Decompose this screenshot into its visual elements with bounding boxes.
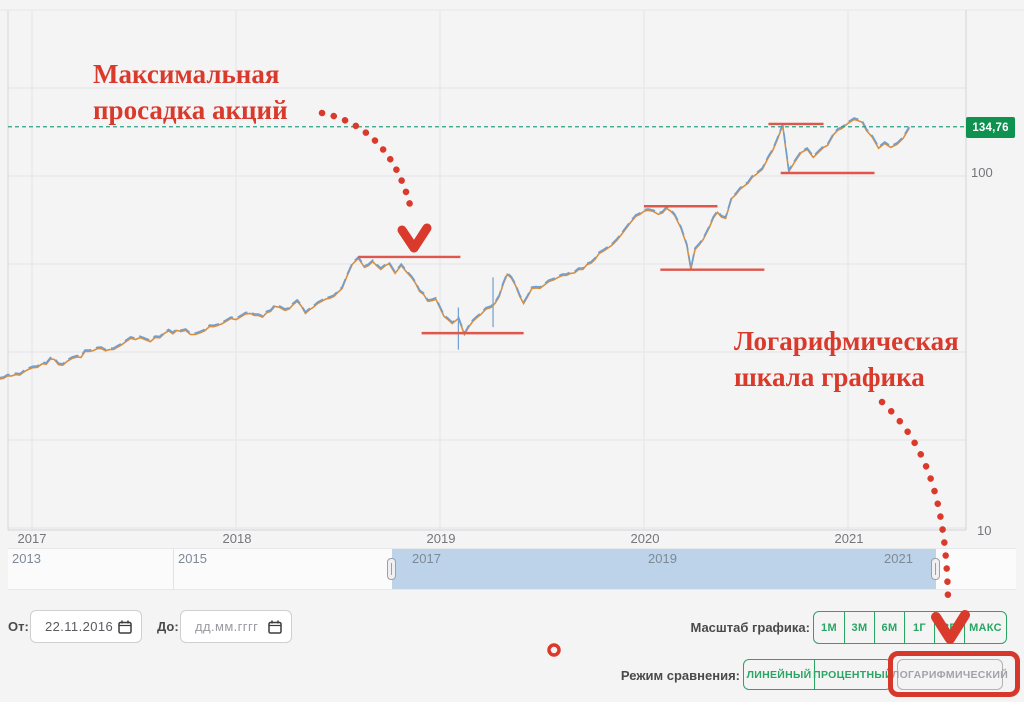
- calendar-icon[interactable]: [268, 620, 282, 634]
- x-axis-tick-2019: 2019: [426, 531, 456, 546]
- current-price-badge: 134,76: [966, 117, 1015, 138]
- annotation-log-scale: Логарифмическая шкала графика: [734, 326, 959, 392]
- x-axis-tick-2018: 2018: [222, 531, 252, 546]
- scale-max-button[interactable]: МАКС: [964, 612, 1006, 643]
- navigator-label-2019: 2019: [648, 551, 677, 566]
- annotation-dot-icon: [547, 643, 561, 657]
- scale-control-label: Масштаб графика:: [690, 620, 810, 635]
- y-axis-tick-10: 10: [977, 523, 992, 538]
- handle-grip-icon: [391, 563, 392, 575]
- date-from-input[interactable]: [43, 618, 118, 635]
- range-navigator: [8, 548, 1016, 590]
- date-from-label: От:: [8, 619, 29, 634]
- scale-3y-button[interactable]: 3Г: [934, 612, 964, 643]
- scale-button-group: 1М 3М 6М 1Г 3Г МАКС: [813, 611, 1007, 644]
- scale-6m-button[interactable]: 6М: [874, 612, 904, 643]
- calendar-icon[interactable]: [118, 620, 132, 634]
- navigator-left-handle[interactable]: [387, 558, 396, 580]
- y-axis-tick-100: 100: [971, 165, 993, 180]
- mode-button-group: ЛИНЕЙНЫЙ ПРОЦЕНТНЫЙ: [743, 659, 892, 690]
- x-axis-tick-2020: 2020: [630, 531, 660, 546]
- mode-linear-button[interactable]: ЛИНЕЙНЫЙ: [746, 668, 812, 681]
- date-to-label: До:: [157, 619, 179, 634]
- handle-grip-icon: [935, 563, 936, 575]
- scale-1y-button[interactable]: 1Г: [904, 612, 934, 643]
- scale-3m-button[interactable]: 3М: [844, 612, 874, 643]
- navigator-right-handle[interactable]: [931, 558, 940, 580]
- date-from-field[interactable]: [30, 610, 142, 643]
- annotation-max-drawdown: Максимальная просадка акций: [93, 59, 288, 125]
- navigator-label-2021: 2021: [884, 551, 913, 566]
- date-to-field[interactable]: [180, 610, 292, 643]
- navigator-label-2017: 2017: [412, 551, 441, 566]
- mode-logarithmic-button[interactable]: ЛОГАРИФМИЧЕСКИЙ: [892, 659, 1008, 690]
- mode-control-label: Режим сравнения:: [620, 668, 740, 683]
- x-axis-tick-2021: 2021: [834, 531, 864, 546]
- date-to-input[interactable]: [193, 618, 268, 635]
- navigator-label-2013: 2013: [12, 551, 41, 566]
- mode-percent-button[interactable]: ПРОЦЕНТНЫЙ: [813, 660, 891, 689]
- navigator-tick: [173, 549, 174, 589]
- scale-1m-button[interactable]: 1М: [821, 621, 837, 634]
- navigator-selected-range[interactable]: [392, 549, 936, 589]
- x-axis-tick-2017: 2017: [17, 531, 47, 546]
- navigator-label-2015: 2015: [178, 551, 207, 566]
